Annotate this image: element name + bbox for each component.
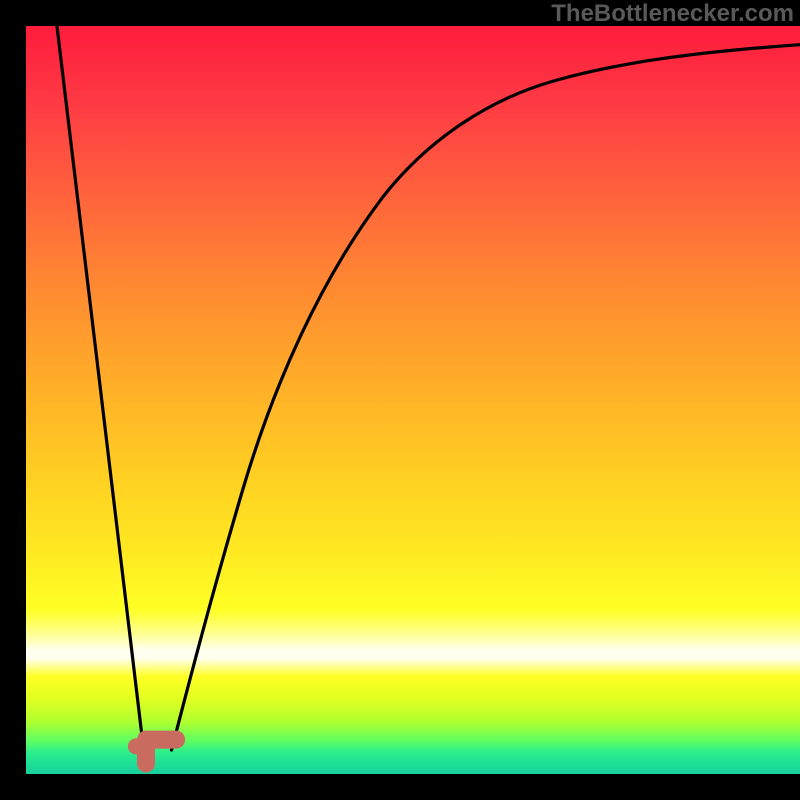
plot-background xyxy=(26,26,800,774)
chart-root: TheBottlenecker.com xyxy=(0,0,800,800)
chart-svg xyxy=(0,0,800,800)
